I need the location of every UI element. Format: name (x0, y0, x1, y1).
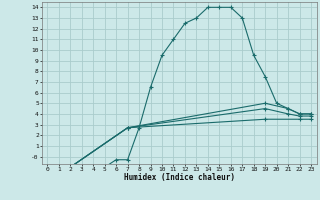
X-axis label: Humidex (Indice chaleur): Humidex (Indice chaleur) (124, 173, 235, 182)
